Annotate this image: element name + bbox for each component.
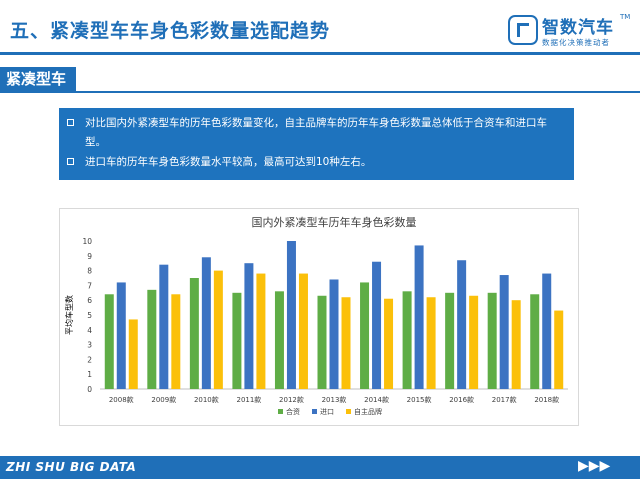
bar-jinkou — [244, 263, 254, 389]
x-tick-label: 2018款 — [534, 395, 559, 404]
bar-zizhu — [384, 298, 394, 389]
bar-hezi — [402, 291, 412, 389]
bar-jinkou — [372, 261, 382, 389]
y-tick-label: 0 — [87, 385, 92, 394]
bar-hezi — [530, 294, 540, 389]
summary-box: 对比国内外紧凑型车的历年色彩数量变化，自主品牌车的历年车身色彩数量总体低于合资车… — [59, 108, 574, 180]
x-tick-label: 2009款 — [151, 395, 176, 404]
bar-jinkou — [116, 282, 126, 389]
bar-jinkou — [159, 264, 169, 389]
legend-swatch — [346, 409, 351, 414]
chart-title: 国内外紧凑型车历年车身色彩数量 — [252, 215, 417, 229]
bullet-item: 进口车的历年车身色彩数量水平较高，最高可达到10种左右。 — [67, 153, 562, 172]
y-tick-label: 9 — [87, 252, 92, 261]
logo-slogan: 数据化决策推动者 — [542, 38, 610, 47]
x-tick-label: 2008款 — [109, 395, 134, 404]
y-tick-label: 3 — [87, 341, 92, 350]
y-tick-label: 10 — [82, 237, 92, 246]
bullet-square-icon — [67, 158, 74, 165]
x-tick-label: 2017款 — [492, 395, 517, 404]
x-tick-label: 2011款 — [236, 395, 261, 404]
x-tick-label: 2012款 — [279, 395, 304, 404]
y-tick-label: 6 — [87, 296, 92, 305]
x-tick-label: 2015款 — [407, 395, 432, 404]
bar-jinkou — [201, 257, 211, 389]
y-tick-label: 2 — [87, 355, 92, 364]
legend-swatch — [312, 409, 317, 414]
y-tick-label: 4 — [87, 326, 92, 335]
bar-zizhu — [554, 310, 564, 389]
legend-label: 进口 — [320, 408, 334, 416]
x-tick-label: 2010款 — [194, 395, 219, 404]
bar-zizhu — [341, 297, 351, 389]
bar-zizhu — [469, 295, 479, 389]
x-tick-label: 2013款 — [322, 395, 347, 404]
brand-logo: 智数汽车 TM 数据化决策推动者 — [508, 13, 636, 53]
bar-zizhu — [426, 297, 436, 389]
bar-jinkou — [329, 279, 339, 389]
bar-hezi — [445, 292, 455, 389]
y-tick-label: 5 — [87, 311, 92, 320]
bar-hezi — [232, 292, 242, 389]
x-tick-label: 2016款 — [449, 395, 474, 404]
section-rule — [0, 91, 640, 93]
bar-jinkou — [542, 273, 552, 389]
bar-hezi — [274, 291, 284, 389]
legend-swatch — [278, 409, 283, 414]
bullet-text: 进口车的历年车身色彩数量水平较高，最高可达到10种左右。 — [85, 156, 372, 168]
y-tick-label: 7 — [87, 281, 92, 290]
logo-icon — [508, 15, 538, 45]
bar-zizhu — [256, 273, 266, 389]
bullet-item: 对比国内外紧凑型车的历年色彩数量变化，自主品牌车的历年车身色彩数量总体低于合资车… — [67, 114, 562, 152]
bar-hezi — [360, 282, 370, 389]
legend-label: 自主品牌 — [354, 407, 382, 416]
logo-name: 智数汽车 — [542, 18, 614, 38]
y-tick-label: 1 — [87, 370, 92, 379]
bar-zizhu — [298, 273, 308, 389]
logo-trademark: TM — [620, 13, 631, 21]
bar-hezi — [147, 289, 157, 389]
bar-zizhu — [128, 319, 138, 389]
bar-hezi — [104, 294, 114, 389]
footer-arrows-icon: ▶▶▶ — [578, 458, 611, 474]
footer-text: ZHI SHU BIG DATA — [6, 460, 137, 474]
legend-label: 合资 — [286, 407, 300, 416]
bar-jinkou — [414, 245, 424, 389]
bar-hezi — [487, 292, 497, 389]
bar-jinkou — [286, 241, 296, 389]
y-axis-label: 平均车型数 — [64, 295, 74, 335]
bar-jinkou — [457, 260, 467, 389]
bar-zizhu — [171, 294, 181, 389]
bar-zizhu — [511, 300, 521, 389]
section-tag: 紧凑型车 — [0, 67, 76, 91]
bar-zizhu — [213, 270, 223, 389]
bullet-square-icon — [67, 119, 74, 126]
footer-bar — [0, 456, 640, 479]
bullet-text: 对比国内外紧凑型车的历年色彩数量变化，自主品牌车的历年车身色彩数量总体低于合资车… — [85, 117, 547, 148]
bar-jinkou — [499, 275, 509, 389]
bar-hezi — [189, 278, 199, 389]
chart-frame: 国内外紧凑型车历年车身色彩数量平均车型数 0 1 2 3 4 5 6 7 8 9 10 2008款 200… — [59, 208, 579, 426]
x-tick-label: 2014款 — [364, 395, 389, 404]
page-title: 五、紧凑型车车身色彩数量选配趋势 — [10, 20, 331, 42]
bar-hezi — [317, 295, 327, 389]
title-underline — [0, 52, 640, 55]
y-tick-label: 8 — [87, 267, 92, 276]
